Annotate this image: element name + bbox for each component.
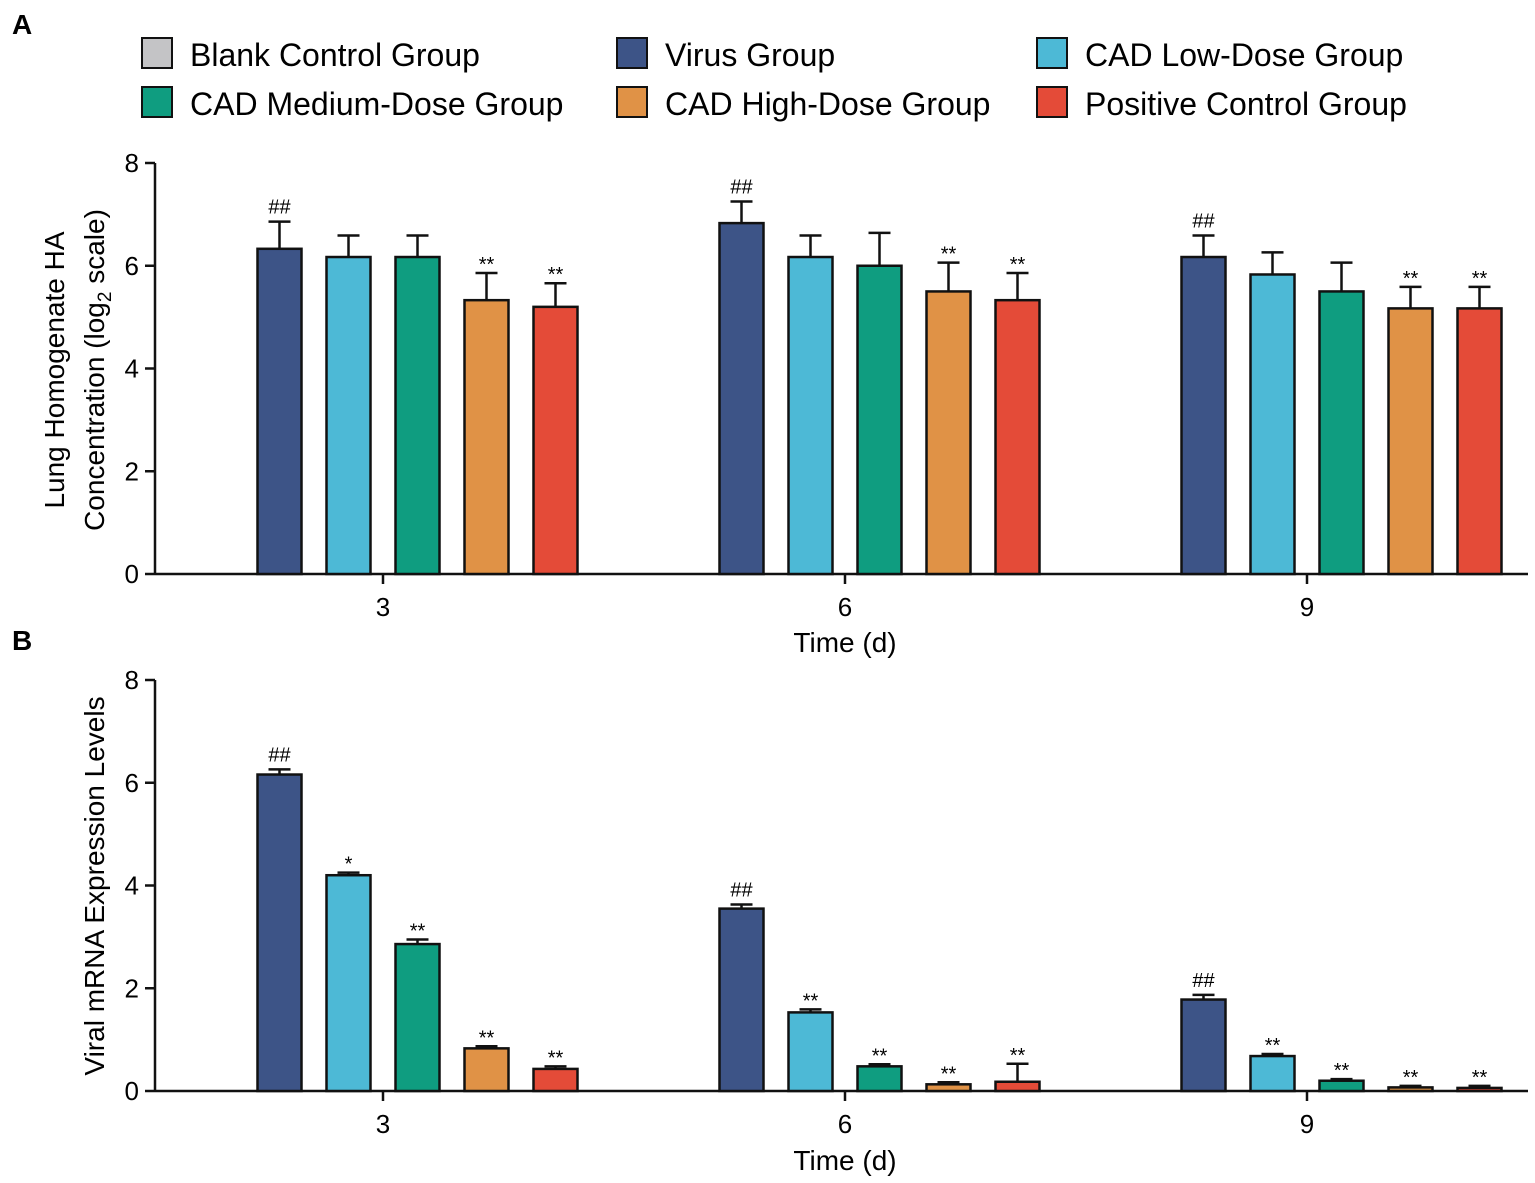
panel-a-bar bbox=[394, 255, 441, 576]
panel-b-y-tick-label: 4 bbox=[125, 871, 139, 901]
panel-b-ylabel: Viral mRNA Expression Levels bbox=[79, 696, 110, 1075]
panel-a-bar bbox=[718, 221, 765, 576]
panel-b-significance-label: ** bbox=[1472, 1067, 1488, 1089]
panel-b-significance-label: ** bbox=[1265, 1035, 1281, 1057]
panel-a-ylabel-line2: Concentration (log2 scale) bbox=[79, 209, 116, 531]
panel-a-significance-label: ** bbox=[548, 264, 564, 286]
legend-label: Positive Control Group bbox=[1085, 86, 1407, 122]
panel-a-y-tick-label: 6 bbox=[125, 251, 139, 281]
panel-a-significance-label: ** bbox=[1403, 268, 1419, 290]
panel-b-bar bbox=[1249, 1054, 1296, 1093]
panel-b-significance-label: ** bbox=[548, 1047, 564, 1069]
panel-a-bar bbox=[994, 298, 1041, 576]
panel-b-xlabel: Time (d) bbox=[793, 1145, 896, 1176]
panel-a-y-tick-label: 0 bbox=[125, 559, 139, 589]
legend-swatch bbox=[141, 86, 173, 118]
legend-label: CAD Low-Dose Group bbox=[1085, 37, 1403, 73]
panel-a-significance-label: ## bbox=[268, 197, 291, 219]
panel-label-b: B bbox=[12, 625, 32, 656]
legend-swatch bbox=[1036, 37, 1068, 69]
panel-b-significance-label: ** bbox=[1403, 1067, 1419, 1089]
panel-b-significance-label: ## bbox=[268, 744, 291, 766]
panel-a-significance-label: ## bbox=[730, 177, 753, 199]
panel-a-chart: 0 2 4 6 8 3 6 9 ## ** ** ## ** ** ## ** ** Lung Homogena… bbox=[39, 148, 1528, 658]
panel-a-x-tick-label: 3 bbox=[376, 592, 390, 622]
legend-swatch bbox=[616, 37, 648, 69]
legend-label: Virus Group bbox=[665, 37, 835, 73]
panel-b-bar bbox=[925, 1083, 972, 1093]
legend-label: Blank Control Group bbox=[190, 37, 480, 73]
panel-a-bar bbox=[856, 264, 903, 576]
panel-b-bar bbox=[787, 1011, 834, 1093]
panel-a-bar bbox=[787, 255, 834, 576]
panel-b-x-tick-label: 3 bbox=[376, 1109, 390, 1139]
panel-b-significance-label: ** bbox=[1334, 1060, 1350, 1082]
panel-b-significance-label: ** bbox=[803, 990, 819, 1012]
panel-a-y-tick-label: 2 bbox=[125, 456, 139, 486]
panel-b-x-tick-label: 9 bbox=[1300, 1109, 1314, 1139]
panel-a-bar bbox=[1456, 307, 1503, 576]
panel-a-ylabel-subscript: 2 bbox=[95, 292, 116, 303]
panel-b-bar bbox=[325, 873, 372, 1093]
panel-a-bar bbox=[1387, 307, 1434, 576]
panel-b-bar bbox=[256, 773, 303, 1093]
panel-b-significance-label: ** bbox=[410, 920, 426, 942]
panel-b-x-tick-label: 6 bbox=[838, 1109, 852, 1139]
panel-a-significance-label: ## bbox=[1192, 210, 1215, 232]
panel-b-significance-label: ## bbox=[1192, 970, 1215, 992]
panel-a-ylabel-suffix: scale) bbox=[79, 209, 110, 291]
panel-a-bar bbox=[532, 305, 579, 576]
panel-a-marks: 0 2 4 6 8 3 6 9 ## ** ** ## ** ** ## ** ** bbox=[125, 148, 1528, 622]
panel-b-y-tick-label: 2 bbox=[125, 973, 139, 1003]
panel-b-bar bbox=[532, 1067, 579, 1093]
panel-b-significance-label: ** bbox=[479, 1027, 495, 1049]
panel-a-x-tick-label: 6 bbox=[838, 592, 852, 622]
panel-b-bar bbox=[1318, 1079, 1365, 1093]
panel-a-significance-label: ** bbox=[1010, 254, 1026, 276]
panel-a-y-tick-label: 8 bbox=[125, 148, 139, 178]
panel-b-significance-label: ## bbox=[730, 880, 753, 902]
panel-b-significance-label: ** bbox=[1010, 1045, 1026, 1067]
panel-a-significance-label: ** bbox=[941, 244, 957, 266]
panel-a-bar bbox=[325, 255, 372, 576]
panel-a-bar bbox=[1180, 255, 1227, 576]
panel-a-x-tick-label: 9 bbox=[1300, 592, 1314, 622]
panel-b-bar bbox=[856, 1065, 903, 1093]
panel-a-xlabel: Time (d) bbox=[793, 627, 896, 658]
panel-b-y-tick-label: 6 bbox=[125, 768, 139, 798]
panel-a-ylabel-line1: Lung Homogenate HA bbox=[39, 231, 70, 508]
panel-b-y-tick-label: 8 bbox=[125, 665, 139, 695]
panel-a-ylabel-prefix: Concentration (log bbox=[79, 302, 110, 531]
legend: Blank Control Group Virus Group CAD Low-Do… bbox=[141, 37, 1407, 122]
panel-b-bar bbox=[463, 1047, 510, 1093]
panel-a-significance-label: ** bbox=[479, 254, 495, 276]
legend-swatch bbox=[616, 86, 648, 118]
panel-b-significance-label: ** bbox=[872, 1045, 888, 1067]
legend-label: CAD Medium-Dose Group bbox=[190, 86, 563, 122]
panel-b-bar bbox=[1180, 998, 1227, 1093]
panel-a-bar bbox=[925, 290, 972, 576]
panel-a-bar bbox=[463, 298, 510, 576]
legend-label: CAD High-Dose Group bbox=[665, 86, 990, 122]
panel-a-significance-label: ** bbox=[1472, 268, 1488, 290]
panel-a-bar bbox=[256, 247, 303, 576]
panel-b-significance-label: ** bbox=[941, 1063, 957, 1085]
legend-swatch bbox=[1036, 86, 1068, 118]
panel-b-bar bbox=[994, 1080, 1041, 1093]
legend-swatch bbox=[141, 37, 173, 69]
panel-a-y-tick-label: 4 bbox=[125, 354, 139, 384]
panel-b-significance-label: * bbox=[345, 854, 353, 876]
panel-b-bar bbox=[394, 942, 441, 1093]
panel-a-bar bbox=[1249, 273, 1296, 576]
panel-label-a: A bbox=[12, 9, 32, 40]
panel-b-y-tick-label: 0 bbox=[125, 1076, 139, 1106]
panel-b-bar bbox=[718, 907, 765, 1093]
panel-a-bar bbox=[1318, 290, 1365, 576]
